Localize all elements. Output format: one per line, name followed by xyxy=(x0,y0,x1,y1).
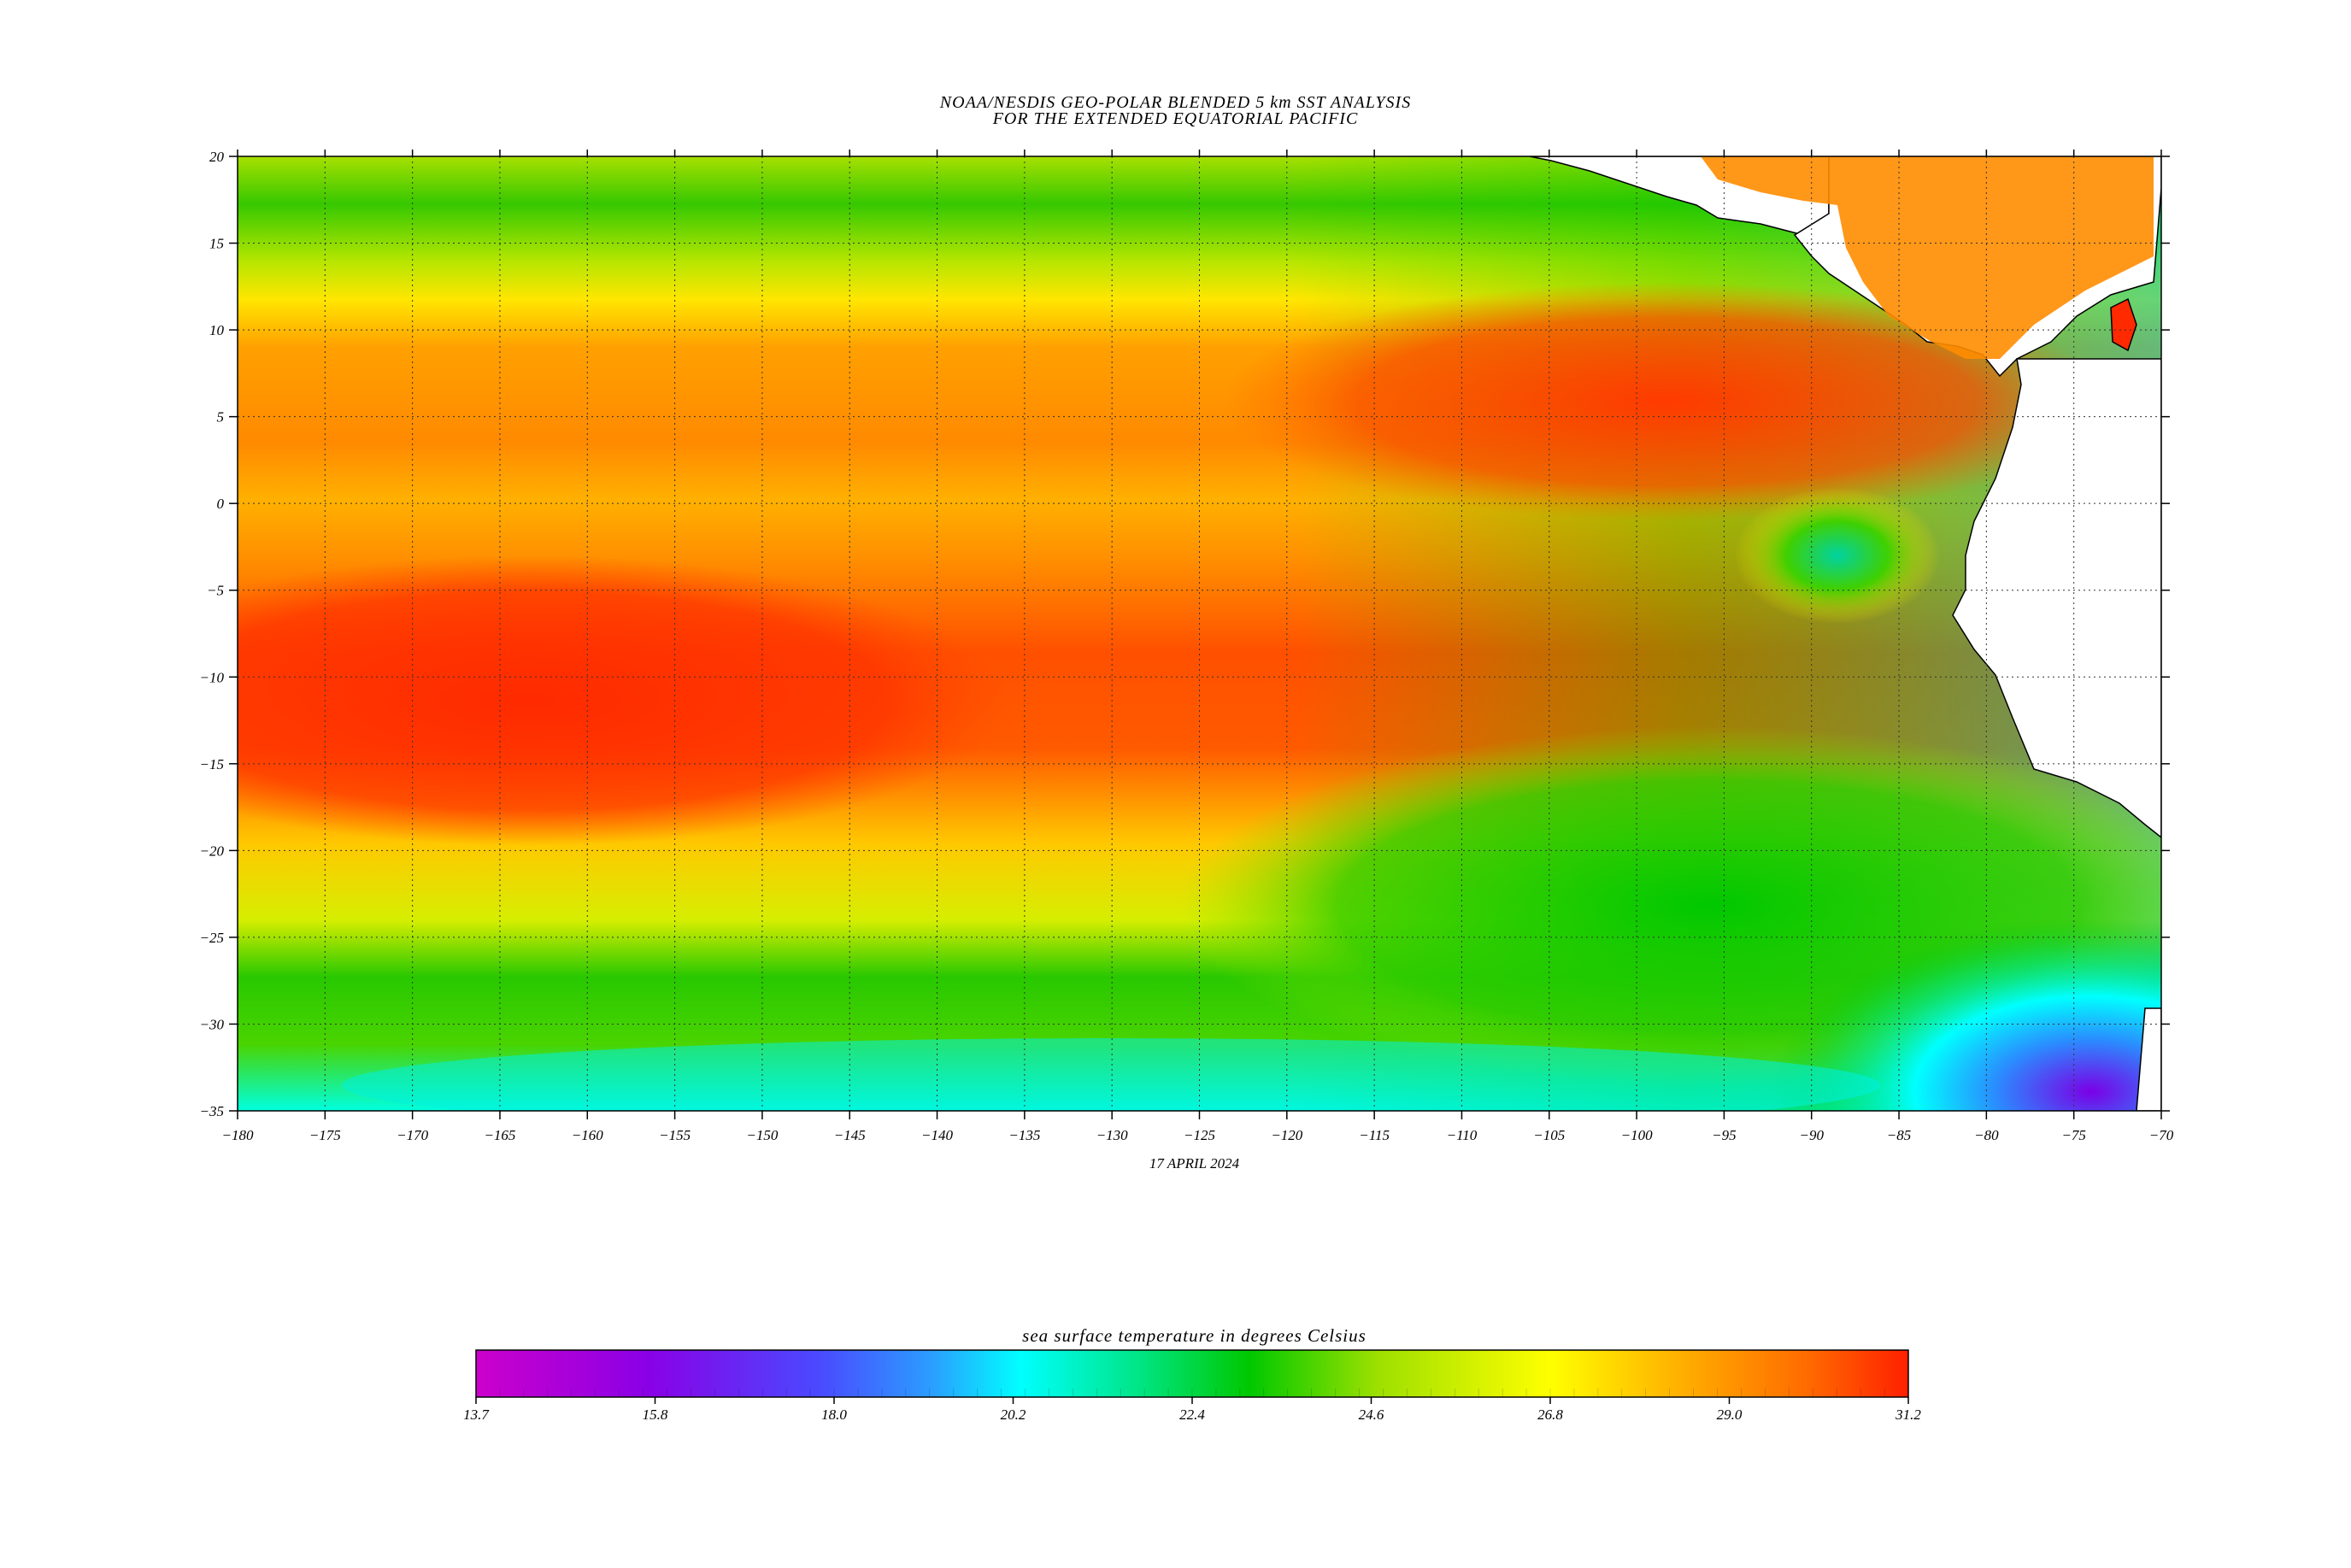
land-south-america xyxy=(1952,358,2161,838)
lon-tick-label: −125 xyxy=(1184,1127,1215,1143)
lon-tick-label: −150 xyxy=(746,1127,778,1143)
colorbar xyxy=(475,1349,1909,1398)
lon-tick-label: −90 xyxy=(1799,1127,1824,1143)
colorbar-ticks: 13.7 15.8 18.0 20.2 22.4 24.6 26.8 29.0 31.2 xyxy=(463,1389,1921,1423)
colorbar-tick-label: 18.0 xyxy=(821,1407,847,1423)
lon-tick-label: −110 xyxy=(1447,1127,1478,1143)
colorbar-tick-label: 26.8 xyxy=(1537,1407,1563,1423)
lat-tick-label: 0 xyxy=(217,496,225,512)
lon-tick-label: −140 xyxy=(921,1127,953,1143)
map-title-line-1: NOAA/NESDIS GEO-POLAR BLENDED 5 km SST A… xyxy=(939,93,1412,112)
colorbar-tick-label: 29.0 xyxy=(1717,1407,1743,1423)
lon-tick-label: −115 xyxy=(1359,1127,1390,1143)
map-title-line-2: FOR THE EXTENDED EQUATORIAL PACIFIC xyxy=(992,109,1359,128)
lat-tick-label: −5 xyxy=(207,583,224,599)
graticule xyxy=(238,156,2161,1111)
lat-tick-label: 15 xyxy=(209,236,224,252)
land-chile xyxy=(2136,1007,2161,1111)
lon-tick-label: −130 xyxy=(1096,1127,1128,1143)
lat-tick-label: −30 xyxy=(200,1016,225,1032)
lat-tick-label: −10 xyxy=(200,669,225,685)
lon-tick-label: −175 xyxy=(309,1127,341,1143)
colorbar-tick-label: 13.7 xyxy=(463,1407,490,1423)
lon-tick-label: −165 xyxy=(484,1127,515,1143)
lon-tick-label: −80 xyxy=(1974,1127,1999,1143)
lon-tick-label: −155 xyxy=(659,1127,691,1143)
lat-tick-label: −35 xyxy=(200,1103,224,1119)
lat-tick-label: −25 xyxy=(200,930,224,946)
axis-ticks: −180 −175 −170 −165 −160 −155 −150 −145 −140 −135… xyxy=(200,149,2174,1143)
lon-tick-label: −105 xyxy=(1533,1127,1565,1143)
lon-tick-label: −120 xyxy=(1271,1127,1302,1143)
lon-tick-label: −135 xyxy=(1008,1127,1040,1143)
lon-tick-label: −70 xyxy=(2149,1127,2174,1143)
land-temperature-overlay xyxy=(1701,156,2154,359)
colorbar-tick-label: 15.8 xyxy=(643,1407,668,1423)
colorbar-tick-label: 31.2 xyxy=(1895,1407,1921,1423)
analysis-date: 17 APRIL 2024 xyxy=(1149,1155,1240,1172)
lon-tick-label: −145 xyxy=(834,1127,866,1143)
colorbar-tick-label: 24.6 xyxy=(1359,1407,1384,1423)
lat-tick-label: −15 xyxy=(200,756,224,772)
lon-tick-label: −85 xyxy=(1887,1127,1911,1143)
lat-tick-label: 5 xyxy=(217,409,225,426)
lon-tick-label: −170 xyxy=(397,1127,428,1143)
lat-tick-label: 10 xyxy=(209,322,225,338)
lon-tick-label: −75 xyxy=(2061,1127,2085,1143)
lon-tick-label: −160 xyxy=(572,1127,603,1143)
colorbar-tick-label: 22.4 xyxy=(1179,1407,1205,1423)
lon-tick-label: −180 xyxy=(222,1127,254,1143)
colorbar-tick-label: 20.2 xyxy=(1001,1407,1026,1423)
lat-tick-label: 20 xyxy=(209,149,225,165)
lon-tick-label: −100 xyxy=(1621,1127,1653,1143)
lat-tick-label: −20 xyxy=(200,843,225,859)
colorbar-label: sea surface temperature in degrees Celsi… xyxy=(1022,1325,1367,1346)
lon-tick-label: −95 xyxy=(1712,1127,1736,1143)
